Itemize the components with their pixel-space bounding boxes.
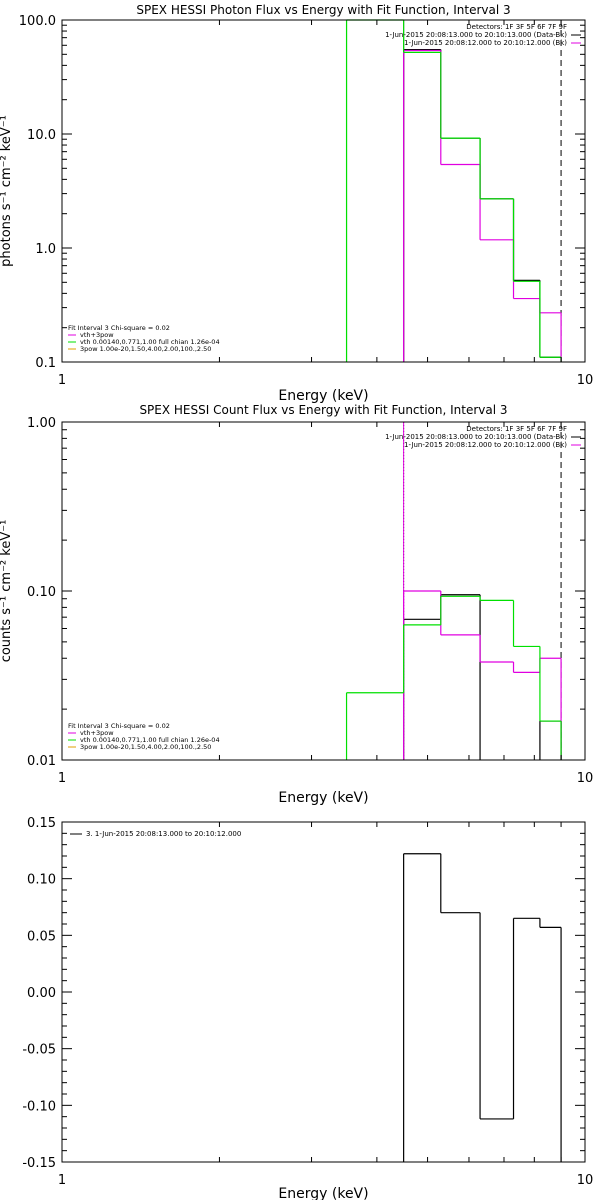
y-tick-label: 1.0 <box>35 242 56 257</box>
x-axis-label: Energy (keV) <box>278 790 368 806</box>
y-tick-label: -0.15 <box>22 1156 56 1171</box>
y-tick-label: 0.15 <box>27 816 56 831</box>
legend-entry: 1-Jun-2015 20:08:13.000 to 20:10:13.000 … <box>385 31 567 39</box>
x-axis-label: Energy (keV) <box>278 1186 368 1200</box>
y-tick-label: 0.10 <box>27 873 56 888</box>
y-tick-label: 0.10 <box>27 585 56 600</box>
legend-entry: Fit Interval 3 Chi-square = 0.02 <box>68 722 170 730</box>
y-tick-label: 100.0 <box>19 14 56 29</box>
y-tick-label: 0.00 <box>27 986 56 1001</box>
legend-entry: Detectors: 1F 3F 5F 6F 7F 9F <box>466 425 567 433</box>
plot-frame <box>61 19 586 363</box>
y-tick-label: 1.00 <box>27 416 56 431</box>
residuals-panel: 1 10 -0.15 -0.10 -0.05 0.00 0.05 0.10 0.15 Energy… <box>22 816 593 1200</box>
legend-entry: 3pow 1.00e-20,1.50,4.00,2.00,100.,2.50 <box>80 345 211 353</box>
x-tick-label: 1 <box>58 771 66 786</box>
y-axis-label: counts s⁻¹ cm⁻² keV⁻¹ <box>0 520 14 663</box>
legend-entry: vth 0.00140,0.771,1.00 full chian 1.26e-… <box>80 736 220 744</box>
y-tick-label: -0.10 <box>22 1099 56 1114</box>
chart-title: SPEX HESSI Count Flux vs Energy with Fit… <box>139 403 507 417</box>
plot-frame <box>61 421 586 761</box>
x-axis-label: Energy (keV) <box>278 388 368 404</box>
legend-entry: Detectors: 1F 3F 5F 6F 7F 9F <box>466 23 567 31</box>
legend-entry: vth 0.00140,0.771,1.00 full chian 1.26e-… <box>80 338 220 346</box>
x-tick-label: 10 <box>577 373 594 388</box>
legend-entry: 3pow 1.00e-20,1.50,4.00,2.00,100.,2.50 <box>80 743 211 751</box>
x-tick-label: 10 <box>577 1173 594 1188</box>
x-tick-label: 1 <box>58 373 66 388</box>
photon-flux-panel: SPEX HESSI Photon Flux vs Energy with Fi… <box>0 3 593 404</box>
legend-entry: 3. 1-Jun-2015 20:08:13.000 to 20:10:12.0… <box>86 830 241 838</box>
x-tick-label: 1 <box>58 1173 66 1188</box>
chart-title: SPEX HESSI Photon Flux vs Energy with Fi… <box>136 3 510 17</box>
legend-entry: vth+3pow <box>80 331 114 339</box>
y-tick-label: 10.0 <box>27 128 56 143</box>
y-tick-label: -0.05 <box>22 1043 56 1058</box>
legend-entry: vth+3pow <box>80 729 114 737</box>
y-tick-label: 0.05 <box>27 929 56 944</box>
legend-entry: 1-Jun-2015 20:08:13.000 to 20:10:13.000 … <box>385 433 567 441</box>
y-axis-label: photons s⁻¹ cm⁻² keV⁻¹ <box>0 115 14 267</box>
x-tick-label: 10 <box>577 771 594 786</box>
legend-entry: 1-Jun-2015 20:08:12.000 to 20:10:12.000 … <box>404 39 567 47</box>
y-tick-label: 0.01 <box>27 754 56 769</box>
y-tick-label: 0.1 <box>35 356 56 371</box>
plot-frame <box>61 821 586 1163</box>
legend-entry: Fit Interval 3 Chi-square = 0.02 <box>68 324 170 332</box>
legend-entry: 1-Jun-2015 20:08:12.000 to 20:10:12.000 … <box>404 441 567 449</box>
count-flux-panel: SPEX HESSI Count Flux vs Energy with Fit… <box>0 403 593 806</box>
